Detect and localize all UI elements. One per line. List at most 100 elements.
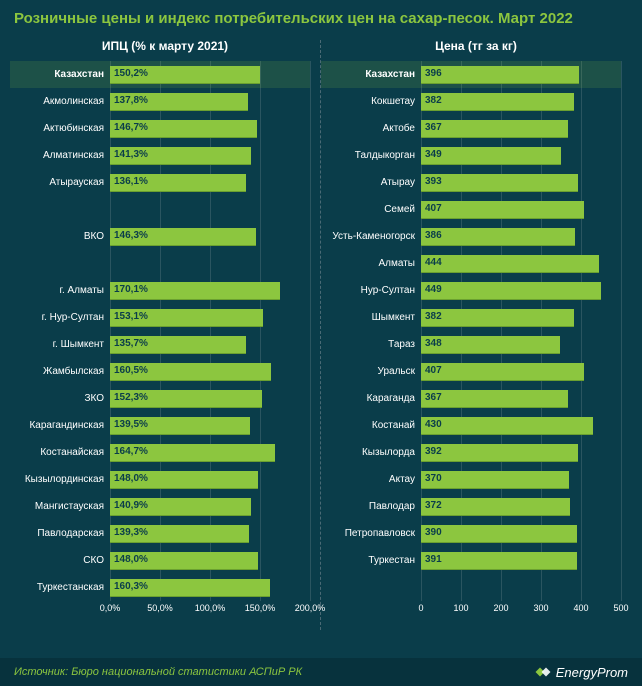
bar-value: 349 <box>425 149 442 160</box>
source-text: Источник: Бюро национальной статистики А… <box>14 666 302 678</box>
axis-tick: 500 <box>613 603 628 613</box>
bar: 148,0% <box>110 471 258 489</box>
bar: 139,5% <box>110 417 250 435</box>
category-label: ВКО <box>10 231 110 242</box>
chart-row: Атырауская136,1% <box>10 169 310 196</box>
bar: 386 <box>421 228 575 246</box>
bar-value: 160,5% <box>114 365 148 376</box>
chart-row: Казахстан396 <box>321 61 621 88</box>
axis-tick: 100 <box>453 603 468 613</box>
axis-tick: 0,0% <box>100 603 121 613</box>
left-plot: Казахстан150,2%Акмолинская137,8%Актюбинс… <box>10 61 320 621</box>
axis-tick: 300 <box>533 603 548 613</box>
category-label: Карагандинская <box>10 420 110 431</box>
bar-value: 170,1% <box>114 284 148 295</box>
right-header: Цена (тг за кг) <box>321 35 631 61</box>
bar: 367 <box>421 390 568 408</box>
bar-value: 148,0% <box>114 554 148 565</box>
category-label: г. Нур-Султан <box>10 312 110 323</box>
bar-value: 348 <box>425 338 442 349</box>
bar-value: 393 <box>425 176 442 187</box>
bar-value: 407 <box>425 203 442 214</box>
left-header: ИПЦ (% к марту 2021) <box>10 35 320 61</box>
chart-row: Казахстан150,2% <box>10 61 310 88</box>
bar: 382 <box>421 93 574 111</box>
axis-tick: 400 <box>573 603 588 613</box>
category-label: Атырауская <box>10 177 110 188</box>
chart-row: Алматинская141,3% <box>10 142 310 169</box>
logo-icon <box>534 665 552 679</box>
chart-row: Семей 407 <box>321 196 621 223</box>
category-label: Талдыкорган <box>321 150 421 161</box>
category-label: Костанайская <box>10 447 110 458</box>
category-label: Туркестан <box>321 555 421 566</box>
chart-row: Костанай 430 <box>321 412 621 439</box>
bar: 407 <box>421 201 584 219</box>
bar-value: 139,5% <box>114 419 148 430</box>
category-label: Павлодарская <box>10 528 110 539</box>
chart-row: ЗКО152,3% <box>10 385 310 412</box>
chart-row: Талдыкорган 349 <box>321 142 621 169</box>
bar-value: 148,0% <box>114 473 148 484</box>
chart-row <box>10 196 310 223</box>
bar: 137,8% <box>110 93 248 111</box>
chart-row: Павлодар372 <box>321 493 621 520</box>
bar-value: 430 <box>425 419 442 430</box>
axis-tick: 50,0% <box>147 603 173 613</box>
bar-value: 150,2% <box>114 68 148 79</box>
bar-value: 386 <box>425 230 442 241</box>
bar-value: 391 <box>425 554 442 565</box>
category-label: Мангистауская <box>10 501 110 512</box>
bar-value: 382 <box>425 311 442 322</box>
category-label: Костанай <box>321 420 421 431</box>
bar: 382 <box>421 309 574 327</box>
category-label: Уральск <box>321 366 421 377</box>
bar: 430 <box>421 417 593 435</box>
bar-value: 396 <box>425 68 442 79</box>
chart-row: Тараз 348 <box>321 331 621 358</box>
bar: 152,3% <box>110 390 262 408</box>
category-label: Усть-Каменогорск <box>321 231 421 242</box>
right-chart: Цена (тг за кг) Казахстан396 Кокшетау 382 А… <box>321 35 631 630</box>
chart-row: Кокшетау 382 <box>321 88 621 115</box>
category-label: Актау <box>321 474 421 485</box>
bar: 370 <box>421 471 569 489</box>
category-label: Шымкент <box>321 312 421 323</box>
category-label: г. Шымкент <box>10 339 110 350</box>
chart-row: Костанайская164,7% <box>10 439 310 466</box>
axis-tick: 100,0% <box>195 603 226 613</box>
bar-value: 370 <box>425 473 442 484</box>
footer: Источник: Бюро национальной статистики А… <box>0 658 642 686</box>
category-label: Актюбинская <box>10 123 110 134</box>
category-label: Алматы <box>321 258 421 269</box>
bar: 146,3% <box>110 228 256 246</box>
category-label: Кокшетау <box>321 96 421 107</box>
category-label: Петропавловск <box>321 528 421 539</box>
bar: 349 <box>421 147 561 165</box>
chart-row: Нур-Султан449 <box>321 277 621 304</box>
bar-value: 382 <box>425 95 442 106</box>
category-label: Кызылорда <box>321 447 421 458</box>
bar-value: 160,3% <box>114 581 148 592</box>
bar: 444 <box>421 255 599 273</box>
category-label: г. Алматы <box>10 285 110 296</box>
logo-text: EnergyProm <box>556 665 628 680</box>
bar-value: 137,8% <box>114 95 148 106</box>
category-label: Кызылординская <box>10 474 110 485</box>
chart-row: Усть-Каменогорск 386 <box>321 223 621 250</box>
category-label: Семей <box>321 204 421 215</box>
category-label: Алматинская <box>10 150 110 161</box>
bar: 153,1% <box>110 309 263 327</box>
chart-row: Мангистауская140,9% <box>10 493 310 520</box>
category-label: Актобе <box>321 123 421 134</box>
bar: 160,5% <box>110 363 271 381</box>
chart-row: Жамбылская160,5% <box>10 358 310 385</box>
bar-value: 153,1% <box>114 311 148 322</box>
left-chart: ИПЦ (% к марту 2021) Казахстан150,2%Акмо… <box>10 35 320 630</box>
bar-value: 367 <box>425 122 442 133</box>
bar-value: 372 <box>425 500 442 511</box>
category-label: Туркестанская <box>10 582 110 593</box>
category-label: Тараз <box>321 339 421 350</box>
chart-row: Туркестан 391 <box>321 547 621 574</box>
chart-row: г. Алматы 170,1% <box>10 277 310 304</box>
